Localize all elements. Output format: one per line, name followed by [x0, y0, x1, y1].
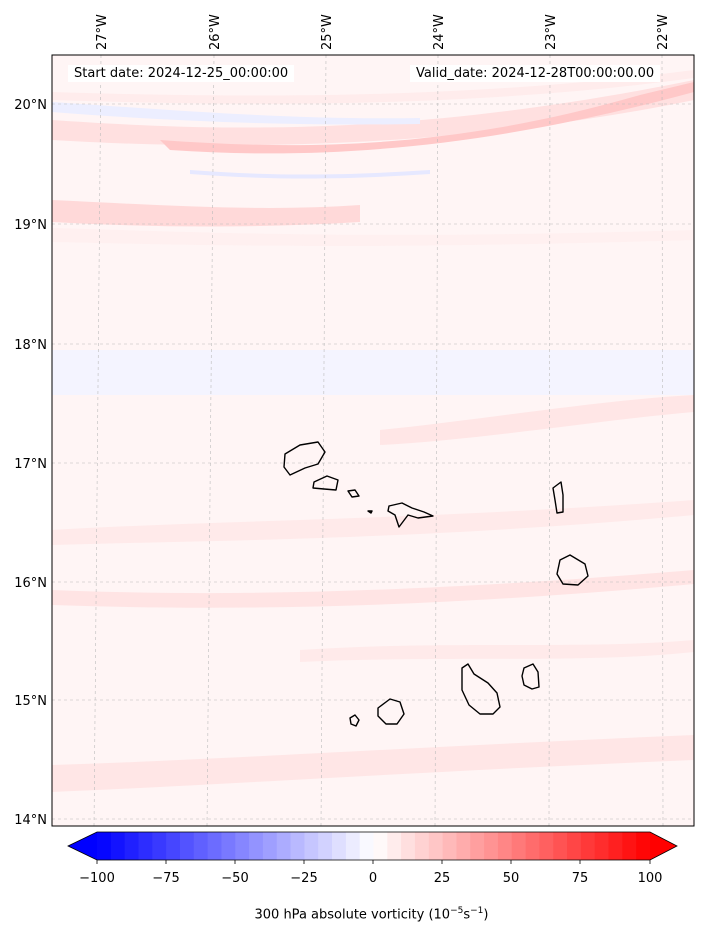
colorbar-cell [470, 832, 485, 860]
colorbar-cell [539, 832, 554, 860]
colorbar-cell [249, 832, 264, 860]
colorbar-tick: −25 [290, 871, 317, 886]
island-sao-vicente [312, 475, 339, 491]
colorbar-label-suffix: ) [483, 907, 489, 923]
colorbar-cell [110, 832, 126, 860]
colorbar-cell [636, 832, 651, 860]
colorbar-cell [414, 832, 430, 860]
colorbar-cell [594, 832, 610, 860]
island-santo-antao [283, 441, 326, 476]
island-sao-nicolau [387, 502, 434, 528]
start-date-label: Start date: 2024-12-25_00:00:00 [68, 65, 295, 82]
island-boa-vista [556, 554, 589, 586]
colorbar-cell [124, 832, 139, 860]
colorbar-cell [290, 832, 305, 860]
colorbar-tick: 75 [572, 871, 589, 886]
colorbar-cell [511, 832, 527, 860]
colorbar-label-exp2: −1 [470, 906, 484, 916]
colorbar-cell [553, 832, 568, 860]
colorbar-label-exp1: −5 [450, 906, 464, 916]
island-branco [367, 510, 373, 514]
colorbar-cell [221, 832, 236, 860]
colorbar-cell [484, 832, 499, 860]
colorbar-cell [359, 832, 374, 860]
colorbar-tick: 100 [638, 871, 663, 886]
valid-date-label: Valid_date: 2024-12-28T00:00:00.00 [410, 65, 661, 82]
latitude-labels: 20°N 19°N 18°N 17°N 16°N 15°N 14°N [14, 98, 47, 828]
longitude-labels: 27°W 26°W 25°W 24°W 23°W 22°W [95, 14, 671, 50]
lon-label: 27°W [95, 14, 110, 50]
colorbar-tick: 25 [434, 871, 451, 886]
colorbar-cell [401, 832, 416, 860]
colorbar-cells [97, 832, 651, 860]
island-maio [521, 663, 540, 690]
colorbar-label: 300 hPa absolute vorticity (10−5s−1) [0, 906, 703, 922]
island-fogo [377, 698, 405, 725]
colorbar-cell [622, 832, 637, 860]
island-santa-luzia [347, 489, 360, 498]
map-frame [51, 54, 695, 827]
colorbar-max-extend [650, 832, 677, 860]
colorbar-cell [304, 832, 319, 860]
lon-label: 23°W [544, 14, 559, 50]
colorbar-tick: 50 [503, 871, 520, 886]
colorbar-tick: −100 [79, 871, 115, 886]
colorbar-cell [152, 832, 167, 860]
lon-label: 22°W [656, 14, 671, 50]
colorbar-cell [497, 832, 513, 860]
colorbar: −100 −75 −50 −25 0 25 50 75 100 [67, 831, 678, 886]
colorbar-min-extend [68, 832, 97, 860]
island-brava [349, 714, 360, 727]
colorbar-label-prefix: 300 hPa absolute vorticity (10 [254, 907, 451, 923]
colorbar-tick: −75 [152, 871, 179, 886]
colorbar-cell [525, 832, 540, 860]
colorbar-cell [428, 832, 444, 860]
lon-label: 24°W [432, 14, 447, 50]
lat-label: 20°N [14, 98, 47, 113]
colorbar-cell [345, 832, 361, 860]
colorbar-label-mid: s [463, 907, 471, 923]
colorbar-tick: 0 [369, 871, 377, 886]
colorbar-cell [332, 832, 347, 860]
colorbar-cell [262, 832, 278, 860]
colorbar-cell [373, 832, 388, 860]
colorbar-cell [193, 832, 209, 860]
vorticity-field [52, 55, 694, 826]
colorbar-cell [387, 832, 402, 860]
lat-label: 14°N [14, 813, 47, 828]
colorbar-cell [179, 832, 195, 860]
colorbar-cell [456, 832, 471, 860]
colorbar-tick: −50 [221, 871, 248, 886]
colorbar-cell [138, 832, 153, 860]
lat-label: 19°N [14, 218, 47, 233]
colorbar-cell [166, 832, 181, 860]
lat-label: 18°N [14, 338, 47, 353]
colorbar-cell [608, 832, 623, 860]
lat-label: 16°N [14, 576, 47, 591]
island-sal [552, 481, 564, 514]
gridlines [52, 54, 694, 827]
coastlines [283, 441, 589, 727]
colorbar-cell [318, 832, 333, 860]
colorbar-cell [276, 832, 292, 860]
colorbar-cell [580, 832, 596, 860]
colorbar-cell [207, 832, 222, 860]
island-santiago [461, 663, 501, 715]
colorbar-cell [442, 832, 457, 860]
lon-label: 26°W [208, 14, 223, 50]
colorbar-cell [97, 832, 112, 860]
lat-label: 15°N [14, 694, 47, 709]
lon-label: 25°W [320, 14, 335, 50]
lat-label: 17°N [14, 457, 47, 472]
colorbar-cell [235, 832, 250, 860]
colorbar-cell [567, 832, 582, 860]
